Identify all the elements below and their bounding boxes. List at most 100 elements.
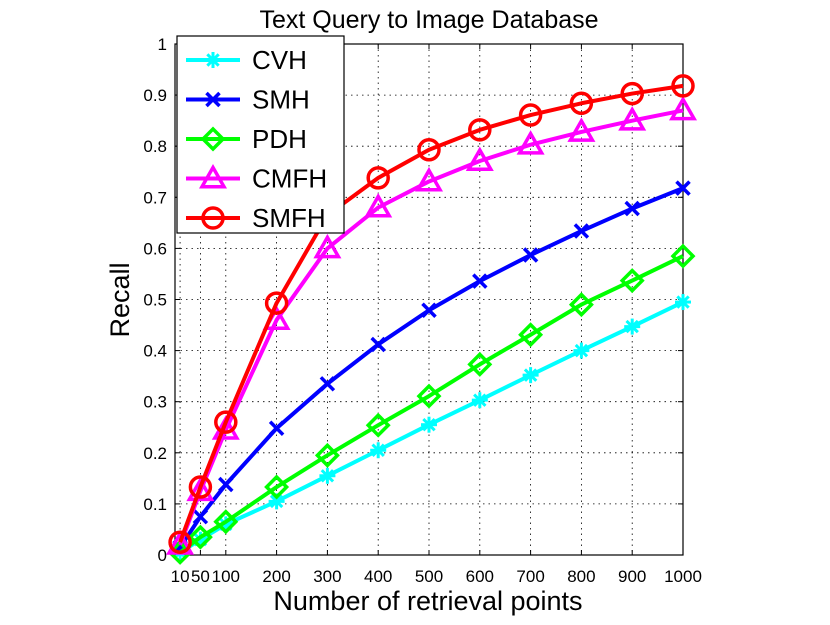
data-point xyxy=(421,416,437,433)
data-point xyxy=(675,180,691,196)
y-tick-label: 0.9 xyxy=(143,86,167,105)
data-point xyxy=(218,476,234,493)
data-point xyxy=(314,442,340,468)
series-cvh xyxy=(172,294,691,561)
data-point xyxy=(188,475,213,499)
data-point xyxy=(416,383,442,409)
data-point xyxy=(268,420,285,437)
data-point xyxy=(465,146,494,172)
x-tick-label: 600 xyxy=(466,567,494,586)
data-point xyxy=(264,291,289,315)
data-point xyxy=(313,233,342,259)
data-point xyxy=(192,508,209,525)
data-point xyxy=(205,52,221,68)
data-point xyxy=(214,410,238,434)
data-point xyxy=(319,467,336,484)
x-tick-label: 900 xyxy=(618,567,646,586)
data-point xyxy=(213,509,239,535)
data-point xyxy=(573,342,590,359)
data-point xyxy=(668,95,698,121)
y-tick-label: 0.7 xyxy=(143,188,167,207)
y-tick-label: 0.1 xyxy=(143,495,167,514)
y-tick-label: 1 xyxy=(158,35,167,54)
data-point xyxy=(421,302,437,318)
legend-label: CVH xyxy=(252,45,307,75)
legend-label: SMFH xyxy=(252,203,326,233)
legend-item-cmfh: CMFH xyxy=(186,164,327,194)
legend-item-smfh: SMFH xyxy=(186,203,326,233)
legend-item-cvh: CVH xyxy=(186,45,307,75)
data-point xyxy=(201,206,225,230)
data-point xyxy=(567,117,596,142)
data-point xyxy=(205,91,221,108)
legend-item-smh: SMH xyxy=(186,85,310,115)
data-point xyxy=(619,268,645,294)
legend-item-pdh: PDH xyxy=(186,124,307,154)
data-point xyxy=(518,103,543,127)
data-point xyxy=(417,138,441,162)
data-point xyxy=(364,192,393,218)
series-line xyxy=(178,108,684,546)
series-pdh xyxy=(167,243,696,565)
data-point xyxy=(187,524,213,550)
y-tick-label: 0.3 xyxy=(143,393,167,412)
y-axis-label: Recall xyxy=(105,262,135,337)
data-point xyxy=(573,223,590,239)
y-tick-label: 0.5 xyxy=(143,291,167,310)
data-point xyxy=(518,322,544,348)
data-point xyxy=(620,81,644,106)
y-tick-label: 0.4 xyxy=(143,342,167,361)
data-point xyxy=(467,351,493,377)
data-point xyxy=(468,118,492,142)
data-point xyxy=(268,493,285,510)
data-point xyxy=(370,442,387,459)
x-tick-label: 1000 xyxy=(664,567,702,586)
data-point xyxy=(186,476,215,502)
legend-label: PDH xyxy=(252,124,307,154)
series-layer xyxy=(166,74,698,565)
axis-ticks: 10 50 100 200 300 400 500 600 700 800 900 1000 0 0.1 0… xyxy=(143,35,702,586)
data-point xyxy=(471,392,488,409)
data-point xyxy=(365,412,391,438)
chart-title: Text Query to Image Database xyxy=(259,6,598,34)
x-tick-label: 300 xyxy=(313,567,341,586)
y-tick-label: 0.8 xyxy=(143,137,167,156)
x-tick-label: 500 xyxy=(415,567,443,586)
x-tick-label: 10 xyxy=(171,567,190,586)
data-point xyxy=(198,163,228,189)
x-tick-label: 200 xyxy=(262,567,290,586)
data-point xyxy=(264,474,290,500)
legend-box xyxy=(176,35,345,234)
data-point xyxy=(516,130,545,155)
x-tick-label: 800 xyxy=(567,567,595,586)
legend: CVH SMH PDH CMFH SMFH xyxy=(176,35,345,234)
data-point xyxy=(675,294,691,311)
data-point xyxy=(624,318,641,335)
data-point xyxy=(671,74,695,98)
data-point xyxy=(670,243,696,269)
y-tick-label: 0.2 xyxy=(143,444,167,463)
legend-label: CMFH xyxy=(252,164,327,194)
y-tick-label: 0.6 xyxy=(143,239,167,258)
data-point xyxy=(624,200,640,217)
data-point xyxy=(522,367,539,384)
data-point xyxy=(569,91,594,116)
data-point xyxy=(370,336,386,353)
data-point xyxy=(568,292,594,318)
data-point xyxy=(366,166,390,190)
data-point xyxy=(618,106,647,131)
x-axis-label: Number of retrieval points xyxy=(273,586,582,616)
data-point xyxy=(168,530,192,554)
data-point xyxy=(319,376,336,392)
y-tick-label: 0 xyxy=(158,546,167,565)
series-smfh xyxy=(168,74,695,554)
legend-label: SMH xyxy=(252,85,310,115)
data-point xyxy=(200,126,226,152)
data-point xyxy=(472,273,488,289)
x-tick-label: 400 xyxy=(364,567,392,586)
data-point xyxy=(522,247,539,263)
x-tick-label: 50 xyxy=(191,567,210,586)
data-point xyxy=(414,166,444,192)
x-tick-label: 100 xyxy=(212,567,240,586)
